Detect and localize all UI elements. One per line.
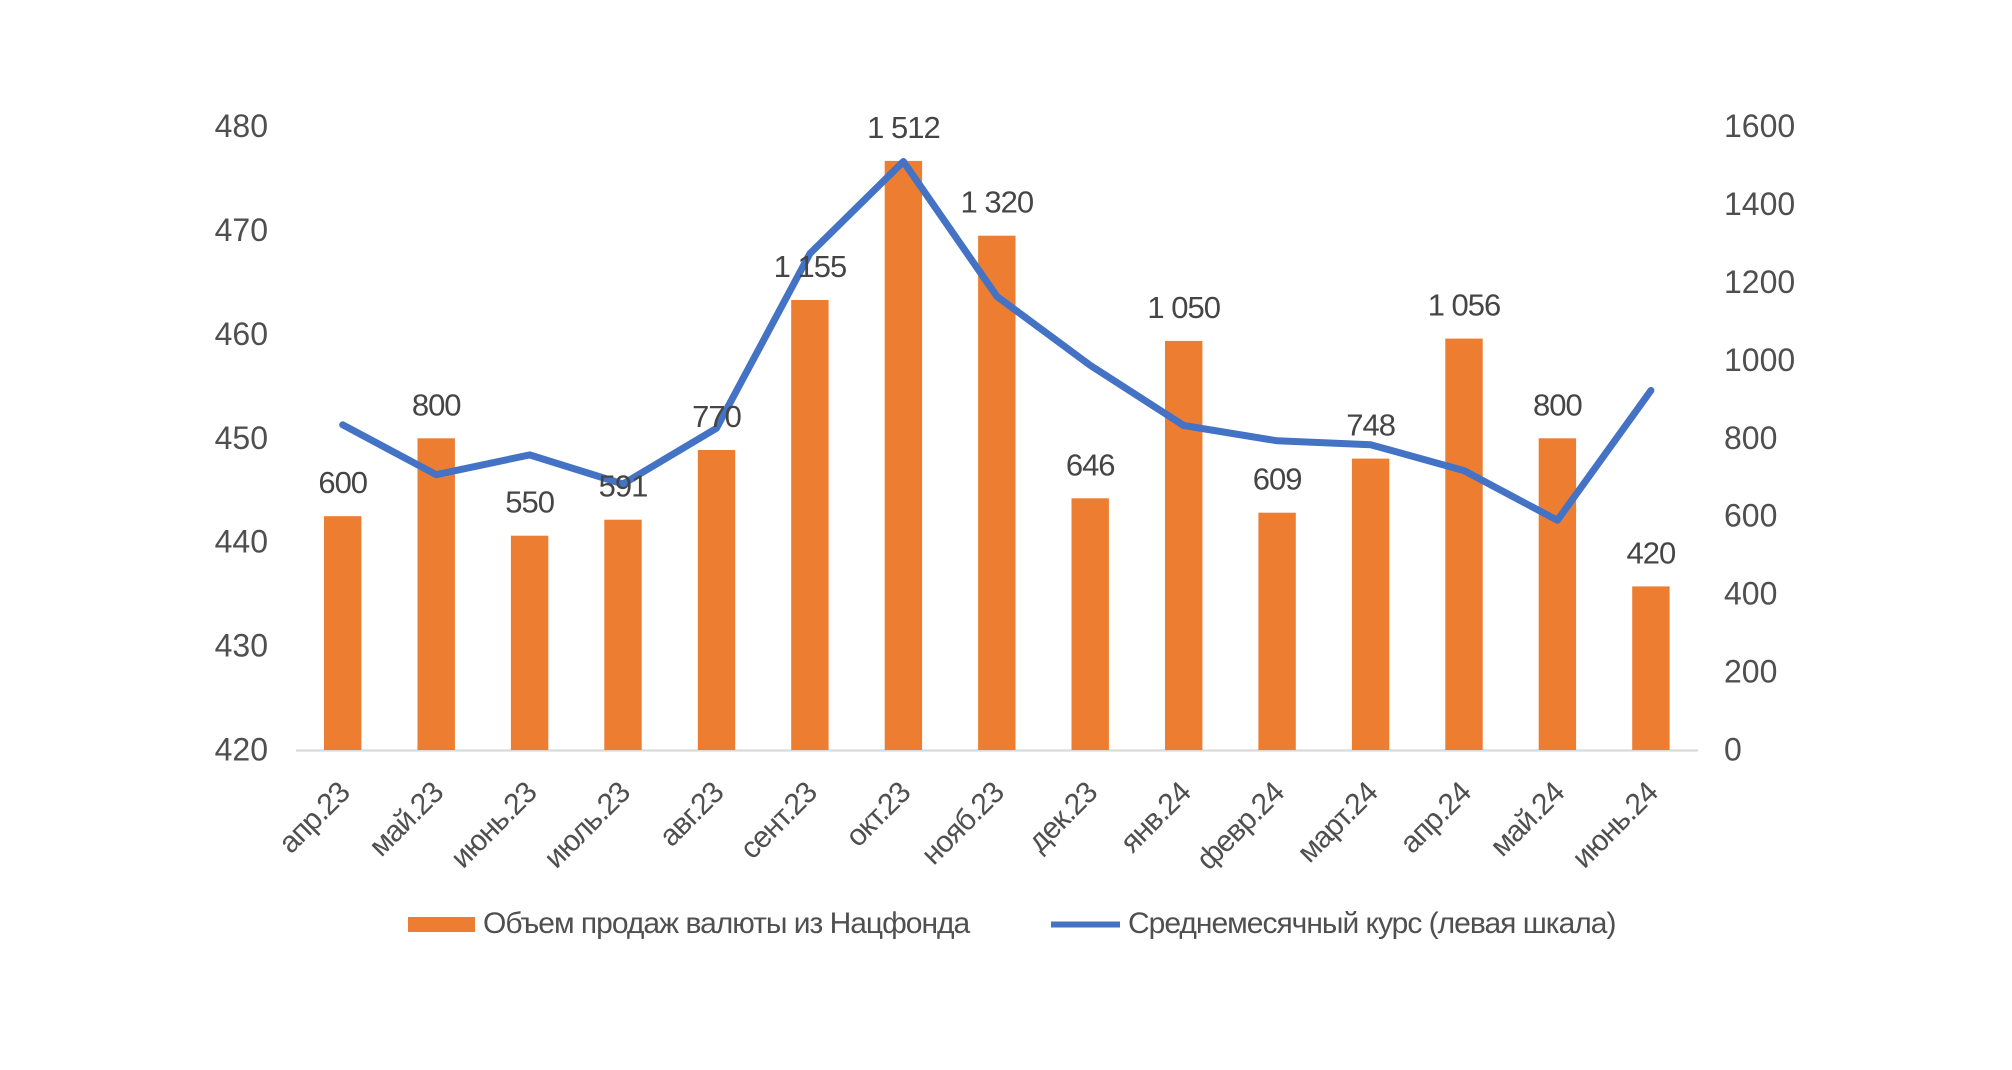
svg-text:1 320: 1 320 (961, 185, 1034, 220)
svg-text:609: 609 (1253, 462, 1302, 497)
svg-text:460: 460 (215, 316, 268, 352)
svg-text:470: 470 (215, 212, 268, 248)
svg-text:1200: 1200 (1724, 264, 1795, 300)
svg-text:1600: 1600 (1724, 108, 1795, 144)
svg-text:Среднемесячный курс (левая шка: Среднемесячный курс (левая шкала) (1128, 907, 1615, 940)
svg-text:1 056: 1 056 (1428, 288, 1501, 323)
svg-text:800: 800 (412, 387, 461, 422)
svg-text:0: 0 (1724, 732, 1742, 768)
svg-text:440: 440 (215, 524, 268, 560)
svg-text:646: 646 (1066, 447, 1115, 482)
svg-text:600: 600 (1724, 498, 1777, 534)
svg-text:430: 430 (215, 628, 268, 664)
svg-text:550: 550 (505, 485, 554, 520)
svg-text:800: 800 (1724, 420, 1777, 456)
svg-text:Объем продаж валюты из Нацфонд: Объем продаж валюты из Нацфонда (483, 907, 971, 940)
svg-text:1400: 1400 (1724, 186, 1795, 222)
svg-text:480: 480 (215, 108, 268, 144)
svg-text:200: 200 (1724, 654, 1777, 690)
svg-text:420: 420 (215, 732, 268, 768)
svg-text:800: 800 (1533, 387, 1582, 422)
svg-text:1000: 1000 (1724, 342, 1795, 378)
svg-text:1 050: 1 050 (1147, 290, 1220, 325)
svg-text:600: 600 (318, 465, 367, 500)
svg-text:591: 591 (599, 469, 648, 504)
svg-text:420: 420 (1627, 535, 1676, 570)
svg-text:1 512: 1 512 (867, 110, 940, 145)
svg-text:748: 748 (1346, 408, 1395, 443)
svg-text:400: 400 (1724, 576, 1777, 612)
svg-text:770: 770 (692, 399, 741, 434)
svg-text:1 155: 1 155 (774, 249, 847, 284)
svg-text:450: 450 (215, 420, 268, 456)
